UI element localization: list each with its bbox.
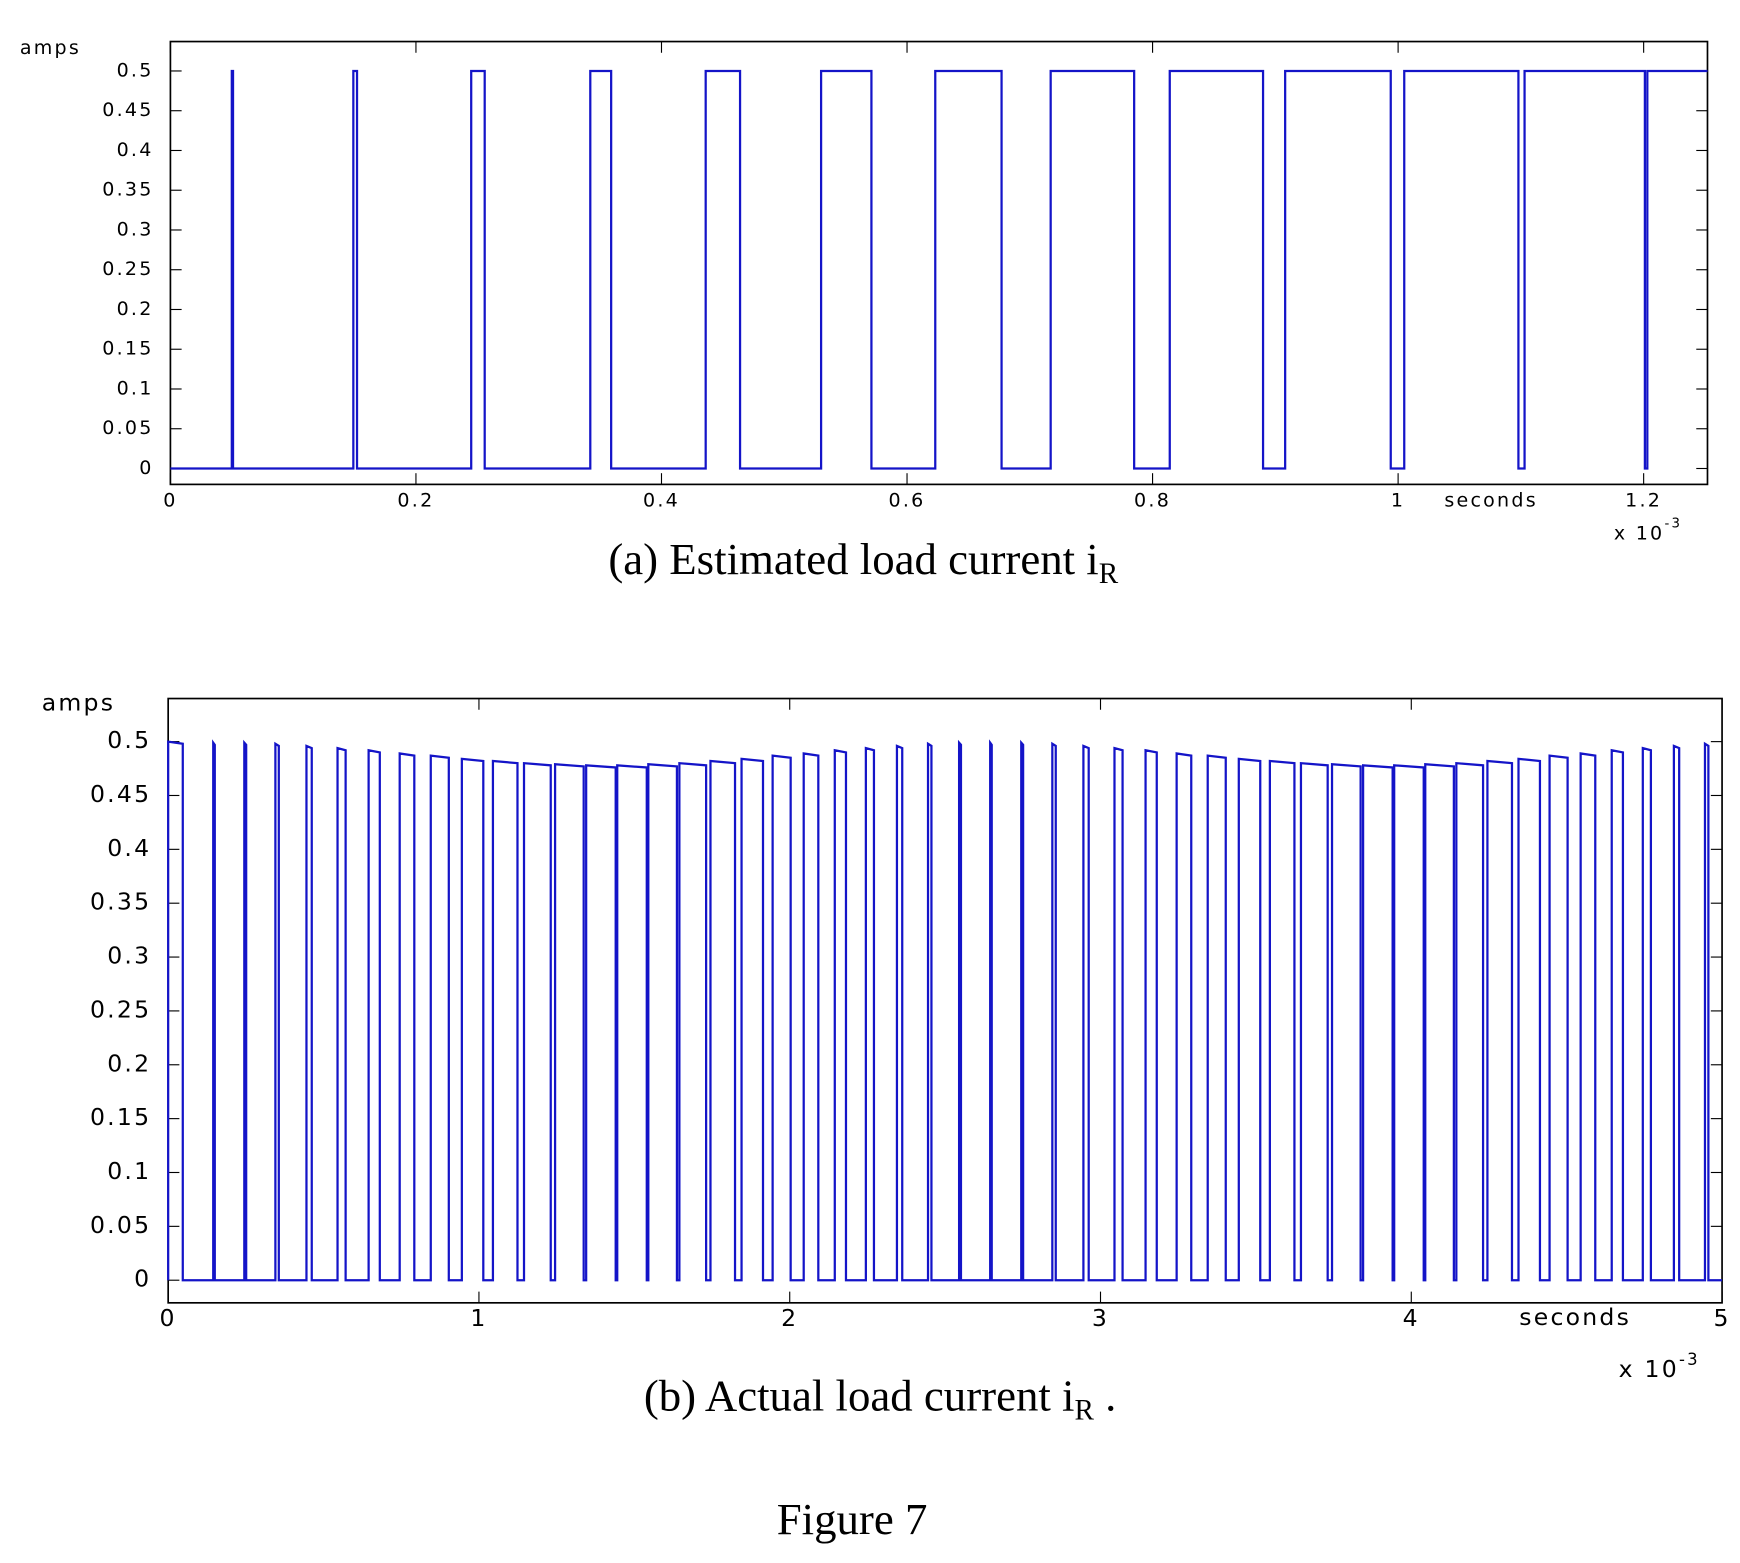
y-tick-label: 0 [134,1265,151,1293]
x-tick-label: 2 [781,1304,798,1332]
caption: (a) Estimated load current iR [608,534,1118,590]
signal-line [167,739,1723,1282]
caption: (b) Actual load current iR . [644,1370,1117,1426]
y-tick-label: 0.2 [117,298,154,320]
x-tick-label: 0.8 [1134,490,1171,512]
y-tick-label: 0.15 [90,1103,151,1131]
x-tick-label: 1.2 [1625,490,1662,512]
x-tick-label: 0.2 [397,490,434,512]
caption-text: (a) Estimated load current i [608,534,1098,584]
x-scale-base: x 10 [1619,1355,1679,1383]
y-tick-label: 0.1 [107,1157,151,1185]
figure-label: Figure 7 [777,1494,928,1544]
x-scale-exponent: -3 [1664,517,1682,532]
y-tick-label: 0.25 [102,258,153,280]
y-tick-label: 0.1 [117,377,154,399]
x-tick-label: 1 [1391,490,1405,512]
x-tick-label: 1 [470,1304,487,1332]
caption-subscript: R [1099,558,1119,590]
y-tick-label: 0.5 [107,726,151,754]
y-tick-label: 0.25 [90,995,151,1023]
y-tick-label: 0.4 [107,834,151,862]
plot-frame [169,40,1709,486]
y-tick-label: 0.3 [117,218,154,240]
x-tick-label: 0.6 [889,490,926,512]
y-tick-label: 0.3 [107,942,151,970]
x-axis-label: seconds [1444,490,1538,512]
x-tick-label: 3 [1092,1304,1109,1332]
x-tick-label: 0 [163,490,177,512]
y-tick-label: 0.35 [90,888,151,916]
y-tick-label: 0.5 [117,59,154,81]
x-scale-label: x 10-3 [1614,517,1682,545]
x-scale-base: x 10 [1614,522,1665,544]
x-tick-label: 0.4 [643,490,680,512]
y-axis-label: amps [42,689,116,717]
x-scale-exponent: -3 [1679,1350,1700,1369]
signal-line [170,69,1708,470]
plot-frame [167,697,1723,1304]
x-tick-label: 5 [1713,1304,1730,1332]
caption-text: (b) Actual load current i [644,1370,1075,1420]
x-tick-label: 4 [1403,1304,1420,1332]
y-tick-label: 0 [139,457,153,479]
y-tick-label: 0.4 [117,139,154,161]
y-tick-label: 0.45 [90,780,151,808]
caption-tail: . [1094,1370,1116,1420]
y-tick-label: 0.15 [102,338,153,360]
y-tick-label: 0.05 [102,417,153,439]
y-tick-label: 0.2 [107,1049,151,1077]
x-axis-label: seconds [1519,1303,1631,1331]
caption-subscript: R [1075,1394,1095,1426]
y-tick-label: 0.35 [102,179,153,201]
x-scale-label: x 10-3 [1619,1350,1700,1383]
y-axis-label: amps [20,37,81,59]
y-tick-label: 0.05 [90,1211,151,1239]
y-tick-label: 0.45 [102,99,153,121]
x-tick-label: 0 [160,1304,177,1332]
